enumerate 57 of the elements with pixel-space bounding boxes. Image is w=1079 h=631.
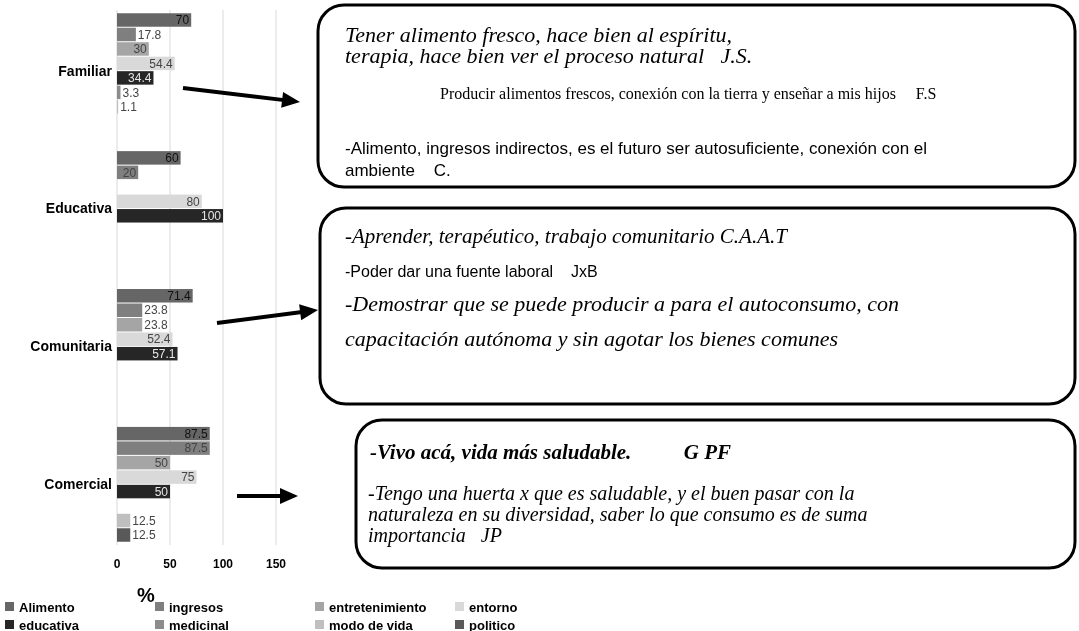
text: -Tengo una huerta x que es saludable, y el buen pasar con la naturaleza en su diversidad, saber lo que consumo es de suma importancia JP	[368, 482, 868, 547]
data-label: 3.3	[122, 85, 140, 100]
bar	[117, 513, 131, 528]
data-label: 12.5	[132, 513, 156, 528]
bar	[117, 317, 143, 332]
text: -Poder dar una fuente laboral JxB	[345, 263, 598, 280]
data-label: 17.8	[137, 27, 162, 42]
bar	[117, 151, 181, 165]
y-tick-label: Comercial	[44, 476, 112, 493]
legend-label: Alimento	[19, 599, 75, 615]
data-label: 23.8	[144, 317, 168, 332]
text: -Demostrar que se puede producir a para el autoconsumo, con capacitación autónoma y sin agotar los bienes comunes	[345, 291, 899, 351]
data-label: 87.5	[184, 441, 209, 456]
text: -Alimento, ingresos indirectos, es el futuro ser autosuficiente, conexión con el ambiente C.	[345, 139, 928, 180]
data-label: 1.1	[120, 100, 138, 115]
data-label: 100	[200, 209, 222, 223]
bar	[117, 209, 223, 223]
text: -Aprender, terapéutico, trabajo comunitario C.A.A.T	[345, 224, 789, 248]
data-label: 50	[154, 455, 169, 470]
legend-label: entorno	[469, 599, 518, 615]
bar	[117, 289, 193, 303]
legend-label: medicinal	[169, 617, 229, 631]
legend-label: modo de vida	[329, 617, 414, 631]
legend-label: ingresos	[169, 599, 224, 615]
data-label: 34.4	[128, 71, 152, 86]
data-label: 80	[186, 194, 201, 209]
bar	[117, 27, 136, 42]
y-tick-label: Educativa	[45, 200, 113, 217]
data-label: 52.4	[147, 332, 171, 347]
x-tick-label: 100	[212, 557, 234, 571]
data-label: 12.5	[132, 528, 156, 543]
data-label: 60	[165, 151, 179, 166]
data-label: 50	[154, 484, 169, 499]
data-label: 30	[133, 42, 148, 57]
x-tick-label: 0	[113, 557, 121, 571]
text: -Vivo acá, vida más saludable. G PF	[370, 440, 732, 464]
data-label: 54.4	[149, 56, 173, 71]
x-axis-title: %	[137, 584, 156, 606]
bar	[117, 441, 210, 455]
y-tick-label: Comunitaria	[30, 338, 113, 355]
text: Producir alimentos frescos, conexión con la tierra y enseñar a mis hijos F.S	[440, 85, 937, 103]
data-label: 71.4	[167, 288, 192, 303]
data-label: 87.5	[184, 426, 209, 441]
data-label: 75	[181, 470, 195, 485]
bar	[117, 528, 131, 542]
y-tick-label: Familiar	[58, 62, 113, 79]
data-label: 20	[122, 165, 137, 180]
bar	[117, 13, 192, 27]
legend-label: entretenimiento	[329, 599, 427, 615]
text: Tener alimento fresco, hace bien al espíritu, terapia, hace bien ver el proceso natural J.S.	[345, 22, 753, 68]
data-label: 57.1	[152, 346, 176, 361]
x-tick-label: 150	[265, 557, 287, 571]
data-label: 23.8	[144, 303, 168, 318]
data-label: 70	[175, 13, 190, 28]
x-tick-label: 50	[163, 557, 177, 571]
bar	[117, 303, 143, 317]
legend-label: educativa	[19, 617, 80, 631]
